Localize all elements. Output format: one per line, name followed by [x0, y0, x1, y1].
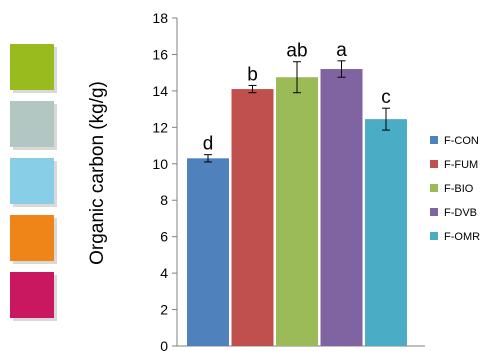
- y-tick-label: 18: [152, 10, 168, 26]
- bar-f-bio: [276, 77, 318, 346]
- y-axis-label: Organic carbon (kg/g): [87, 81, 108, 265]
- legend-marker: [430, 184, 438, 192]
- bar-f-dvb: [320, 69, 363, 347]
- color-swatch: [10, 44, 54, 90]
- bars: d b ab a c: [187, 40, 407, 347]
- legend-marker: [430, 232, 438, 240]
- legend-label: F-CON: [444, 135, 479, 147]
- y-tick-label: 0: [160, 338, 168, 351]
- color-swatch: [10, 272, 54, 318]
- y-tick-label: 12: [152, 119, 168, 135]
- color-swatch: [10, 215, 54, 261]
- bar-f-fum: [231, 89, 274, 347]
- legend-label: F-BIO: [444, 183, 474, 195]
- bar-f-omr: [365, 119, 407, 346]
- bar-f-con: [187, 158, 229, 346]
- y-tick-label: 16: [152, 46, 168, 62]
- significance-label: b: [247, 64, 258, 85]
- significance-label: c: [381, 87, 391, 108]
- color-swatch: [10, 158, 54, 204]
- y-tick-label: 10: [152, 156, 168, 172]
- significance-label: ab: [286, 41, 307, 62]
- legend-label: F-DVB: [444, 207, 477, 219]
- legend-label: F-FUM: [444, 159, 478, 171]
- legend-marker: [430, 208, 438, 216]
- significance-label: d: [203, 134, 214, 155]
- y-tick-label: 14: [152, 83, 168, 99]
- legend-marker: [430, 136, 438, 144]
- y-tick-label: 4: [160, 265, 168, 281]
- color-swatch: [10, 101, 54, 147]
- legend: F-CON F-FUM F-BIO F-DVB F-OMR: [430, 135, 480, 243]
- legend-marker: [430, 160, 438, 168]
- significance-label: a: [336, 40, 347, 61]
- y-tick-label: 6: [160, 229, 168, 245]
- y-tick-label: 2: [160, 302, 168, 318]
- axes: 0 2 4 6 8 10 12 14 16 18: [152, 10, 425, 351]
- legend-label: F-OMR: [444, 231, 480, 243]
- y-tick-label: 8: [160, 192, 168, 208]
